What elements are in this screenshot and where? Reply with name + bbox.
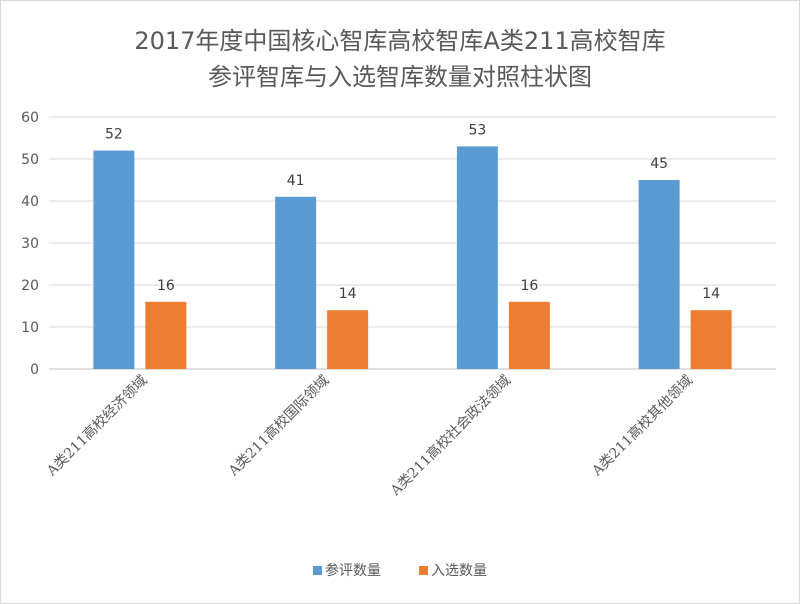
bar (690, 310, 732, 369)
data-label: 16 (157, 278, 175, 294)
chart-title-line-1: 2017年度中国核心智库高校智库A类211高校智库 (134, 27, 666, 55)
y-tick-label: 0 (30, 362, 39, 378)
category-label: A类211高校社会政法领域 (386, 372, 514, 500)
data-label: 41 (287, 173, 305, 189)
bar (508, 301, 550, 369)
data-label: 14 (339, 286, 357, 302)
legend-label: 入选数量 (431, 563, 487, 579)
category-label: A类211高校其他领域 (588, 372, 696, 480)
data-label: 52 (105, 127, 123, 143)
category-label: A类211高校经济领域 (43, 372, 151, 480)
data-label: 53 (468, 122, 486, 138)
y-tick-label: 60 (21, 110, 39, 126)
bar (638, 180, 680, 369)
bar (275, 196, 317, 369)
data-label: 14 (702, 286, 720, 302)
data-label: 45 (650, 156, 668, 172)
y-tick-label: 20 (21, 278, 39, 294)
y-tick-label: 30 (21, 236, 39, 252)
data-label: 16 (520, 278, 538, 294)
legend-swatch (313, 566, 322, 575)
chart-title: 2017年度中国核心智库高校智库A类211高校智库 参评智库与入选智库数量对照柱… (1, 23, 799, 95)
bar (145, 301, 187, 369)
y-tick-label: 50 (21, 152, 39, 168)
bar (93, 150, 135, 369)
chart-title-line-2: 参评智库与入选智库数量对照柱状图 (208, 63, 592, 91)
legend-label: 参评数量 (325, 562, 381, 579)
y-tick-label: 40 (21, 194, 39, 210)
category-label: A类211高校国际领域 (224, 372, 332, 480)
bar (456, 146, 498, 369)
legend-swatch (419, 566, 428, 575)
y-tick-label: 10 (21, 320, 39, 336)
bar (327, 310, 369, 369)
